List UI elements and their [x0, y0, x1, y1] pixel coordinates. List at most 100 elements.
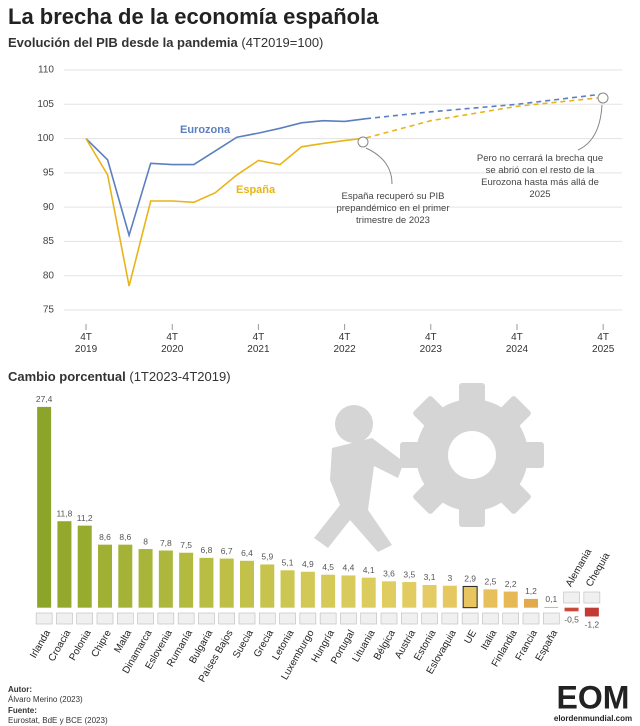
x-tick-label: 4T 2025 — [592, 332, 615, 355]
bar — [300, 571, 315, 608]
footer-author: Álvaro Merino (2023) — [8, 695, 83, 704]
value-label: 3 — [447, 573, 452, 583]
flag — [35, 612, 53, 625]
bar — [280, 570, 295, 608]
value-label: 8,6 — [119, 532, 131, 542]
projection-line — [366, 93, 604, 120]
annotation-marker — [357, 136, 369, 148]
flag — [177, 612, 195, 625]
annotation-marker — [597, 92, 609, 104]
flag — [340, 612, 357, 625]
y-tick-label: 90 — [43, 202, 55, 213]
bar — [442, 585, 457, 608]
y-tick-label: 105 — [37, 99, 54, 110]
value-label: 7,8 — [160, 538, 172, 548]
y-tick-label: 110 — [38, 65, 54, 76]
flag — [56, 612, 73, 625]
bar — [564, 607, 579, 612]
bar — [483, 589, 498, 608]
flag — [218, 612, 236, 625]
flag — [319, 612, 337, 625]
bar — [503, 591, 518, 608]
projection-line — [365, 96, 604, 139]
value-label: 2,9 — [464, 574, 476, 584]
annotation-arrow — [365, 147, 393, 185]
bar — [138, 549, 153, 608]
flag — [461, 612, 479, 625]
value-label: 27,4 — [36, 394, 53, 404]
annotation-arrow — [577, 104, 603, 151]
value-label: 6,8 — [201, 545, 213, 555]
value-label: 8 — [143, 536, 148, 546]
value-label: 4,4 — [343, 563, 355, 573]
footer-source: Eurostat, BdE y BCE (2023) — [8, 716, 108, 725]
flag — [421, 612, 438, 625]
logo-site: elordenmundial.com — [554, 714, 632, 723]
value-label: 3,5 — [403, 569, 415, 579]
flag — [360, 612, 378, 625]
x-tick-label: 4T 2019 — [74, 332, 98, 355]
flag — [482, 612, 499, 625]
value-label: 3,1 — [424, 572, 436, 582]
flag — [157, 612, 175, 625]
bar — [240, 560, 254, 608]
bar — [158, 550, 173, 608]
flag — [542, 612, 560, 625]
series-line — [85, 137, 367, 287]
value-label: 11,8 — [56, 508, 72, 518]
value-label: 4,1 — [363, 565, 375, 575]
illustration — [314, 383, 544, 552]
bar — [219, 558, 234, 608]
footer: Autor: Álvaro Merino (2023) Fuente: Euro… — [8, 685, 108, 725]
value-label: -0,5 — [564, 615, 579, 625]
category-label: Suecia — [231, 628, 256, 660]
flag — [258, 612, 276, 625]
value-label: 1,2 — [525, 586, 537, 596]
value-label: 5,9 — [261, 552, 273, 562]
bar — [98, 544, 112, 608]
annotation: España recuperó su PIB prepandémico en e… — [336, 191, 450, 226]
value-label: 4,9 — [302, 559, 314, 569]
chart-subtitle: (4T2019=100) — [241, 35, 323, 50]
annotation: Pero no cerrará la brecha que se abrió c… — [476, 153, 604, 200]
value-label: 7,5 — [180, 540, 192, 550]
bar — [77, 525, 92, 608]
flag — [238, 612, 256, 625]
flag — [400, 612, 418, 625]
bar — [524, 598, 538, 608]
flag — [198, 612, 215, 625]
bar — [179, 552, 194, 608]
flag — [563, 591, 580, 604]
category-label: Italia — [479, 628, 499, 652]
value-label: 8,6 — [99, 532, 111, 542]
value-label: 0,1 — [545, 594, 557, 604]
chart-subtitle: (1T2023-4T2019) — [129, 369, 230, 384]
category-label: Chipre — [90, 628, 114, 659]
y-tick-label: 100 — [37, 133, 54, 144]
value-label: 6,4 — [241, 548, 253, 558]
chart-title: Cambio porcentual (1T2023-4T2019) — [8, 369, 231, 384]
x-tick-label: 4T 2021 — [247, 332, 270, 355]
x-tick-label: 4T 2022 — [333, 332, 356, 355]
bar — [37, 406, 52, 608]
x-tick-label: 4T 2020 — [161, 332, 184, 355]
chart-title-main: Cambio porcentual — [8, 369, 126, 384]
value-label: 3,6 — [383, 569, 395, 579]
footer-author-label: Autor: — [8, 685, 32, 694]
logo-mark: EOM — [557, 679, 630, 715]
bar — [199, 557, 214, 608]
bar — [321, 574, 336, 608]
flag — [137, 612, 154, 625]
series-label: España — [236, 184, 276, 196]
value-label: 2,5 — [485, 577, 497, 587]
bar — [584, 607, 599, 617]
value-label: 4,5 — [322, 562, 334, 572]
bar — [382, 581, 396, 608]
flag — [380, 612, 398, 625]
bar — [341, 575, 356, 608]
category-label: UE — [463, 628, 480, 646]
flag — [96, 612, 114, 625]
bar — [118, 544, 133, 608]
x-tick-label: 4T 2024 — [505, 332, 529, 355]
